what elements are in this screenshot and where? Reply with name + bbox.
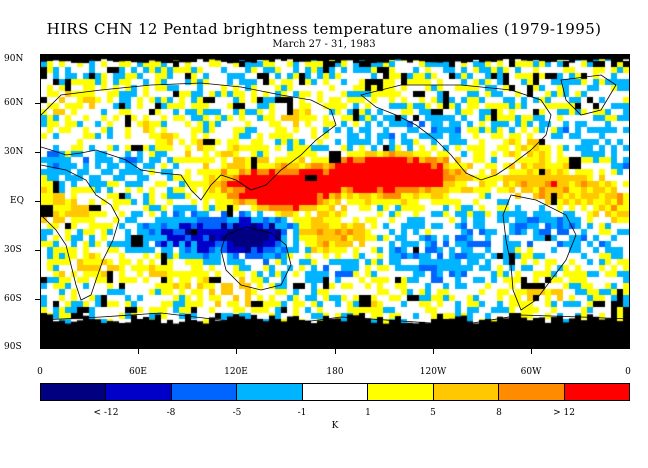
lat-tick [35,152,40,153]
lat-tick [35,299,40,300]
lon-label-120e: 120E [224,367,248,377]
lon-tick [433,349,434,354]
legend-swatch-0 [41,384,107,400]
map-title: HIRS CHN 12 Pentad brightness temperatur… [46,20,602,38]
legend-label: 1 [365,408,371,418]
lat-tick [35,201,40,202]
legend-label: 8 [496,408,502,418]
lon-label-0-end: 0 [625,367,631,377]
legend-units: K [331,421,339,431]
coast-australia [220,226,292,291]
coast-antarctica [41,312,629,326]
lat-label-30n: 30N [4,147,24,157]
color-legend [40,383,630,401]
lat-label-90s: 90S [4,342,22,352]
legend-label: < -12 [93,408,119,418]
lon-label-60e: 60E [128,367,148,377]
legend-swatch-3 [237,384,303,400]
lat-label-30s: 30S [4,245,22,255]
lat-label-60s: 60S [4,294,22,304]
lat-tick [35,250,40,251]
lon-label-120w: 120W [419,367,447,377]
coast-south-america [502,194,577,311]
legend-label: -5 [232,408,242,418]
lat-label-90n: 90N [4,54,24,64]
legend-label: -8 [166,408,176,418]
coast-africa [41,164,120,301]
legend-label: > 12 [553,408,575,418]
lon-label-60w: 60W [520,367,542,377]
legend-swatch-4 [302,384,369,400]
lat-label-eq: EQ [10,196,24,206]
legend-label: 5 [430,408,436,418]
lon-tick [335,349,336,354]
lon-tick [531,349,532,354]
lon-label-180: 180 [326,367,344,377]
legend-swatch-7 [499,384,565,400]
coast-eurasia [41,82,337,201]
legend-swatch-5 [368,384,434,400]
map-subtitle: March 27 - 31, 1983 [272,39,376,50]
lat-tick [35,103,40,104]
coast-greenland [560,74,617,116]
coast-north-america [360,84,552,181]
lon-label-0: 0 [37,367,43,377]
legend-label: -1 [297,408,307,418]
anomaly-map [40,54,630,349]
legend-swatch-8 [564,384,629,400]
legend-swatch-1 [106,384,172,400]
lon-tick [236,349,237,354]
coastlines [41,74,629,326]
lat-label-60n: 60N [4,98,24,108]
anomaly-field [41,55,629,348]
legend-swatch-6 [433,384,500,400]
lon-tick [138,349,139,354]
legend-swatch-2 [171,384,238,400]
